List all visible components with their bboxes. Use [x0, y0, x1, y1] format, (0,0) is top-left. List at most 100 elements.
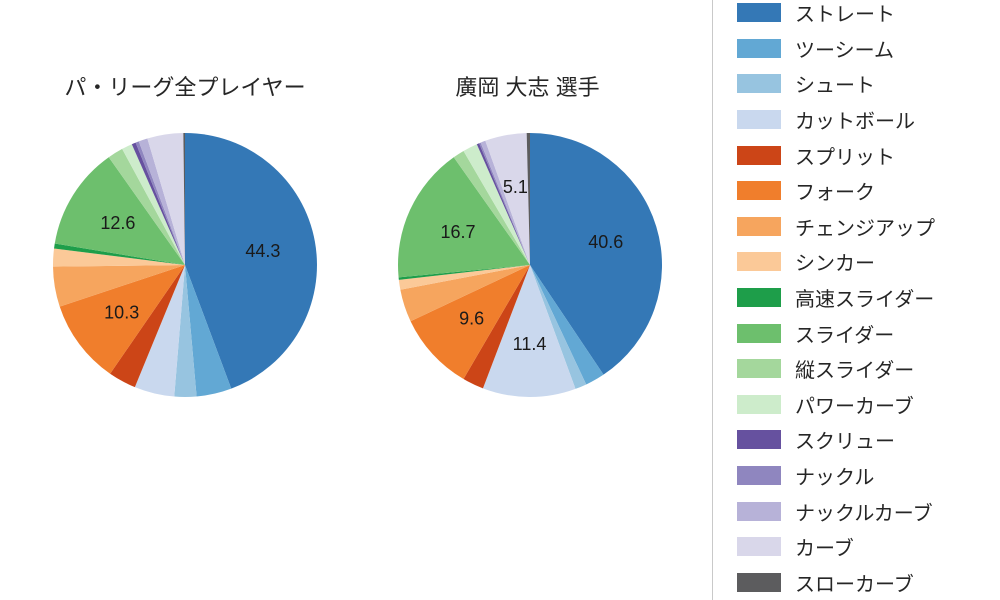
legend-swatch	[737, 216, 781, 236]
legend-label: 高速スライダー	[795, 289, 935, 312]
legend-label: ナックルカーブ	[795, 502, 933, 525]
pie-value-label-player-フォーク: 9.6	[459, 309, 484, 329]
pie-slice-player-パワーカーブ	[463, 144, 530, 265]
legend-label: スプリット	[795, 146, 895, 169]
pie-value-label-player-カーブ: 5.1	[503, 177, 528, 197]
pie-slice-player-カットボール	[482, 265, 576, 397]
legend-swatch	[737, 3, 781, 23]
legend-item: ツーシーム	[737, 31, 1000, 67]
legend-label: カットボール	[795, 111, 915, 134]
pie-slice-player-スライダー	[398, 157, 530, 278]
legend-item: カーブ	[737, 529, 1000, 565]
legend-item: スローカーブ	[737, 565, 1000, 600]
legend-item: ナックル	[737, 458, 1000, 494]
pie-slice-league-シュート	[174, 265, 197, 398]
pie-value-label-league-スライダー: 12.6	[100, 213, 135, 233]
legend-label: チェンジアップ	[795, 217, 935, 240]
pie-slice-league-スローカーブ	[183, 133, 185, 265]
legend-item: スライダー	[737, 315, 1000, 351]
pie-slice-player-スローカーブ	[526, 132, 530, 265]
legend-swatch	[737, 537, 781, 557]
pie-slice-league-ナックル	[135, 141, 185, 265]
legend-swatch	[737, 394, 781, 414]
pie-slice-league-シンカー	[52, 248, 185, 267]
legend-swatch	[737, 288, 781, 308]
legend: ストレートツーシームシュートカットボール スプリットフォークチェンジアップ シンカー…	[712, 0, 1000, 600]
legend-swatch	[737, 359, 781, 379]
pie-slice-player-チェンジアップ	[400, 265, 530, 322]
legend-swatch	[737, 145, 781, 165]
legend-swatch	[737, 74, 781, 94]
pie-slice-player-シュート	[530, 265, 587, 389]
legend-swatch	[737, 110, 781, 130]
pie-slice-player-ツーシーム	[530, 265, 604, 385]
legend-label: ナックル	[795, 467, 875, 490]
legend-swatch	[737, 501, 781, 521]
legend-swatch	[737, 466, 781, 486]
pie-slice-player-高速スライダー	[398, 265, 530, 280]
legend-label: 縦スライダー	[795, 360, 915, 383]
legend-swatch	[737, 181, 781, 201]
pie-chart-player: 40.6 11.4 9.6 16.7 5.1	[398, 132, 663, 397]
pie-slice-league-ツーシーム	[185, 265, 232, 397]
legend-label: パワーカーブ	[795, 395, 914, 418]
legend-label: スライダー	[795, 324, 895, 347]
pie-slice-league-カーブ	[147, 133, 185, 265]
pie-value-label-player-スライダー: 16.7	[440, 222, 475, 242]
legend-item: スクリュー	[737, 422, 1000, 458]
pie-slice-league-パワーカーブ	[122, 144, 185, 265]
legend-item: 縦スライダー	[737, 351, 1000, 387]
legend-items: ストレートツーシームシュートカットボール スプリットフォークチェンジアップ シンカー…	[737, 0, 1000, 600]
pie-chart-league: 44.3 10.3 12.6	[52, 133, 317, 398]
pie-slice-player-スプリット	[463, 265, 530, 389]
legend-label: スクリュー	[795, 431, 895, 454]
legend-label: シュート	[795, 75, 875, 98]
legend-item: フォーク	[737, 173, 1000, 209]
pie-slice-player-スクリュー	[476, 143, 530, 265]
pie-slice-league-スクリュー	[131, 142, 185, 265]
legend-item: ストレート	[737, 0, 1000, 31]
pie-slice-player-フォーク	[410, 265, 530, 380]
pie-slice-player-縦スライダー	[453, 150, 530, 265]
legend-swatch	[737, 323, 781, 343]
pie-slice-league-ナックルカーブ	[138, 138, 185, 265]
legend-item: シュート	[737, 66, 1000, 102]
pie-slice-league-チェンジアップ	[53, 265, 186, 307]
chart-title-player: 廣岡 大志 選手	[455, 75, 600, 100]
legend-label: ストレート	[795, 4, 895, 27]
legend-label: スローカーブ	[795, 573, 914, 596]
pie-value-label-player-カットボール: 11.4	[513, 334, 547, 354]
legend-label: フォーク	[795, 182, 875, 205]
pie-slice-player-ストレート	[530, 133, 663, 375]
pie-slice-player-カーブ	[485, 133, 530, 265]
pie-slice-player-シンカー	[398, 265, 530, 290]
pie-slice-player-ナックル	[479, 142, 530, 265]
legend-item: チェンジアップ	[737, 209, 1000, 245]
legend-item: ナックルカーブ	[737, 493, 1000, 529]
legend-swatch	[737, 252, 781, 272]
legend-item: カットボール	[737, 102, 1000, 138]
pie-slice-league-フォーク	[59, 265, 185, 374]
pie-slice-league-ストレート	[185, 133, 317, 389]
pie-slice-league-カットボール	[134, 265, 185, 397]
chart-title-league: パ・リーグ全プレイヤー	[64, 75, 306, 100]
pie-slice-league-高速スライダー	[54, 243, 185, 265]
legend-swatch	[737, 38, 781, 58]
legend-item: スプリット	[737, 137, 1000, 173]
pie-value-label-league-ストレート: 44.3	[245, 241, 280, 261]
legend-label: シンカー	[795, 253, 875, 276]
pie-slice-league-スライダー	[54, 157, 186, 265]
pie-slice-player-ナックルカーブ	[480, 140, 530, 265]
pie-slice-league-縦スライダー	[108, 148, 185, 265]
legend-item: シンカー	[737, 244, 1000, 280]
pie-value-label-player-ストレート: 40.6	[588, 232, 623, 252]
legend-item: パワーカーブ	[737, 387, 1000, 423]
legend-label: ツーシーム	[795, 39, 894, 62]
legend-swatch	[737, 430, 781, 450]
pie-value-label-league-フォーク: 10.3	[104, 303, 139, 323]
pie-slice-league-スプリット	[110, 265, 185, 388]
legend-label: カーブ	[795, 538, 854, 561]
legend-item: 高速スライダー	[737, 280, 1000, 316]
